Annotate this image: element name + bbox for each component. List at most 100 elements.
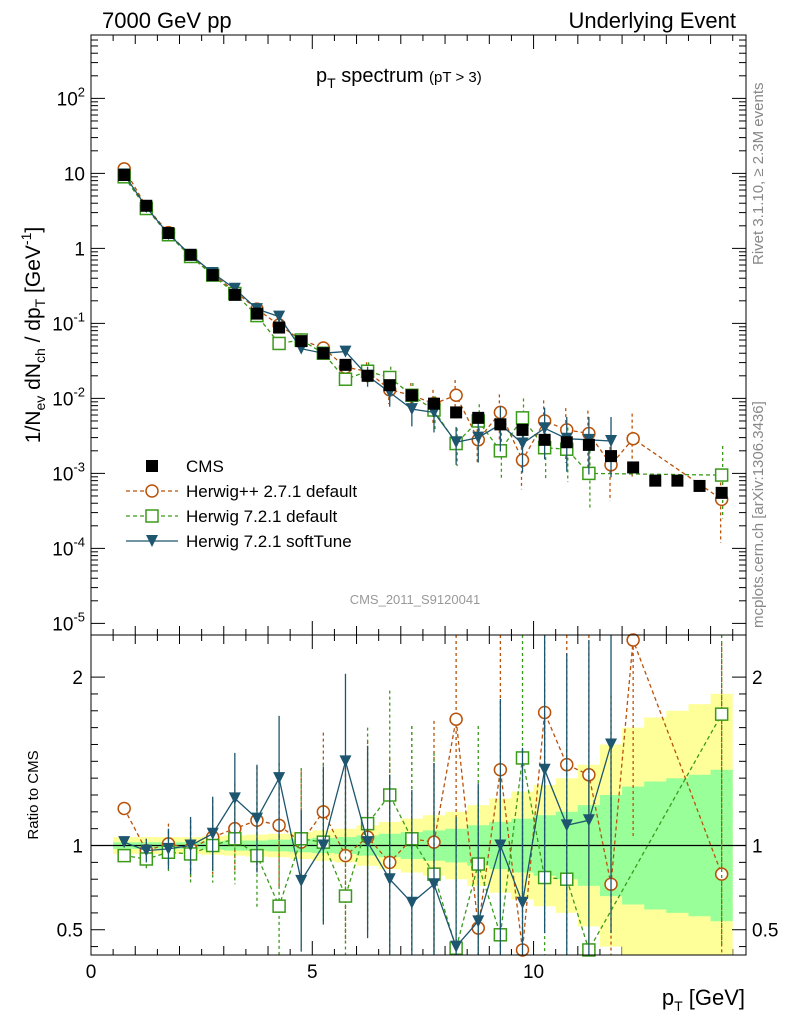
data-point-cms — [649, 474, 662, 487]
ratio-point-softtune — [250, 812, 263, 825]
data-point-cms — [206, 269, 219, 282]
ratio-point-herwig721 — [338, 889, 353, 903]
y-tick-label: 10-4 — [52, 534, 85, 560]
series-softtune — [118, 168, 618, 478]
data-point-cms — [715, 486, 728, 499]
main-axis-ticks: 10-5 10-4 10-3 10-2 10-1 1 10 102 — [52, 34, 746, 955]
data-point-cms — [494, 418, 507, 431]
legend-entry: Herwig 7.2.1 default — [126, 507, 337, 526]
band-outer — [113, 693, 733, 955]
data-point-softtune — [605, 435, 618, 448]
data-point-cms — [605, 450, 618, 463]
ratio-point-softtune — [538, 763, 551, 776]
ratio-point-softtune — [582, 814, 595, 827]
ratio-uncertainty-bands — [113, 693, 733, 955]
ratio-point-softtune — [339, 755, 352, 768]
x-tick-label: 10 — [523, 962, 544, 983]
data-point-cms — [472, 411, 485, 424]
ratio-point-herwigpp — [338, 848, 353, 863]
main-panel: 10-5 10-4 10-3 10-2 10-1 1 10 102 pT spectrum (… — [18, 34, 747, 955]
y-tick-label: 10-1 — [52, 309, 85, 335]
data-point-cms — [383, 379, 396, 392]
ratio-point-softtune — [228, 792, 241, 805]
data-point-cms — [295, 335, 308, 348]
ratio-series-softtune — [118, 635, 618, 955]
watermark-analysis-id: CMS_2011_S9120041 — [350, 592, 481, 607]
ratio-plot-frame — [90, 634, 747, 956]
data-point-herwigpp — [626, 431, 640, 446]
ratio-point-softtune — [162, 842, 175, 855]
ratio-point-softtune — [361, 836, 374, 849]
main-y-axis-label: 1/Nev dNch / dpT [GeV-1] — [18, 227, 48, 443]
data-point-herwig721 — [272, 336, 286, 351]
svg-text:1/Nev dNch / dpT [GeV-1]: 1/Nev dNch / dpT [GeV-1] — [18, 227, 48, 443]
y-tick-label: 1 — [74, 239, 85, 260]
data-point-cms — [162, 227, 175, 240]
ratio-point-softtune — [295, 874, 308, 887]
legend-marker — [146, 460, 158, 472]
legend-entry: Herwig 7.2.1 softTune — [126, 532, 352, 551]
data-point-cms — [250, 307, 263, 320]
ratio-point-softtune — [494, 839, 507, 852]
data-point-softtune — [450, 436, 463, 449]
ratio-point-softtune — [317, 839, 330, 852]
ratio-point-softtune — [472, 915, 485, 928]
legend-entry: Herwig++ 2.7.1 default — [126, 482, 357, 501]
y-tick-label: 10-5 — [52, 609, 85, 635]
data-point-cms — [339, 358, 352, 371]
data-point-cms — [627, 461, 640, 474]
y-tick-label: 10-2 — [52, 384, 85, 410]
series-line-herwig721 — [123, 176, 722, 476]
data-point-cms — [538, 433, 551, 446]
ratio-y-tick-label: 0.5 — [57, 921, 83, 942]
x-axis-label: pT [GeV] — [662, 985, 745, 1014]
data-point-cms — [582, 438, 595, 451]
title-cut: (pT > 3) — [429, 69, 482, 86]
legend-label: Herwig 7.2.1 softTune — [186, 532, 352, 551]
legend-entry: CMS — [146, 457, 224, 476]
ratio-point-softtune — [516, 896, 529, 909]
data-point-cms — [228, 288, 241, 301]
series-cms — [118, 169, 728, 499]
ratio-point-softtune — [383, 873, 396, 886]
main-data-layer — [117, 162, 729, 543]
header-left-label: 7000 GeV pp — [102, 8, 232, 33]
ratio-point-softtune — [427, 878, 440, 891]
y-tick-label: 10-3 — [52, 459, 85, 485]
ratio-y-tick-label-right: 0.5 — [752, 921, 778, 942]
ratio-y-tick-label: 2 — [72, 668, 83, 689]
x-tick-label: 0 — [86, 962, 97, 983]
data-point-cms — [405, 389, 418, 402]
ratio-y-tick-label: 1 — [72, 837, 83, 858]
data-point-softtune — [228, 282, 241, 295]
ratio-point-softtune — [118, 836, 131, 849]
ratio-point-herwig721 — [272, 899, 286, 913]
title-p: p — [316, 65, 327, 87]
data-point-softtune — [405, 403, 418, 416]
main-plot-title: pT spectrum (pT > 3) — [316, 65, 482, 91]
data-point-softtune — [273, 310, 286, 323]
data-point-cms — [140, 199, 153, 212]
x-tick-label: 5 — [307, 962, 318, 983]
ratio-point-herwig721 — [117, 848, 131, 863]
ratio-point-herwigpp — [117, 801, 131, 816]
data-point-herwigpp — [449, 388, 463, 403]
title-sub-T: T — [327, 75, 336, 91]
data-point-herwig721 — [338, 372, 353, 386]
data-point-cms — [693, 479, 706, 492]
ratio-y-axis-label: Ratio to CMS — [25, 750, 42, 839]
legend-label: CMS — [186, 457, 224, 476]
legend-label: Herwig 7.2.1 default — [186, 507, 337, 526]
ratio-point-herwigpp — [449, 712, 463, 726]
ratio-point-softtune — [140, 844, 153, 857]
ratio-line-herwig721 — [124, 713, 723, 952]
ratio-data-layer — [117, 633, 729, 957]
data-point-cms — [317, 347, 330, 360]
data-point-cms — [427, 397, 440, 410]
ratio-point-softtune — [405, 896, 418, 909]
legend-marker — [145, 509, 159, 523]
ratio-point-softtune — [450, 940, 463, 953]
data-point-herwig721 — [714, 468, 729, 482]
data-point-cms — [450, 406, 463, 419]
ratio-point-softtune — [605, 738, 618, 751]
